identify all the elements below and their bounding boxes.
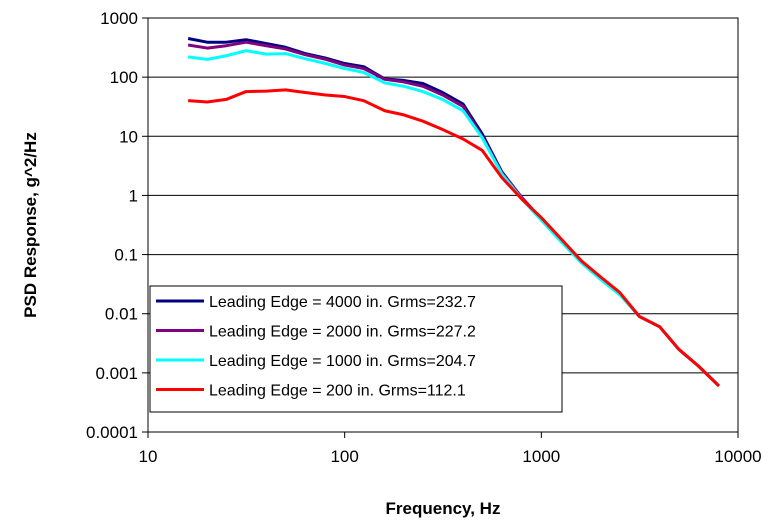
x-axis-title: Frequency, Hz: [386, 499, 501, 518]
y-tick-label: 0.0001: [86, 423, 138, 442]
y-tick-label: 0.1: [114, 246, 138, 265]
series-lines: [187, 37, 720, 388]
y-tick-label: 0.001: [95, 364, 138, 383]
axes: 0.0001 0.001 0.01 0.1 1 10 100 1000 10 100 1000 100…: [86, 9, 762, 466]
y-tick-label: 100: [110, 68, 138, 87]
x-tick-label: 10: [139, 447, 158, 466]
plot-area-frame: [147, 17, 739, 433]
y-tick-label: 10: [119, 127, 138, 146]
legend-box: [149, 285, 563, 413]
legend-label: Leading Edge = 2000 in. Grms=227.2: [209, 324, 476, 341]
x-tick-label: 10000: [714, 447, 761, 466]
y-tick-label: 1: [129, 186, 138, 205]
x-tick-label: 1000: [522, 447, 560, 466]
legend-label: Leading Edge = 4000 in. Grms=232.7: [209, 294, 476, 311]
legend: Leading Edge = 4000 in. Grms=232.7 Leadin…: [149, 285, 563, 413]
y-tick-label: 1000: [100, 9, 138, 28]
x-tick-label: 100: [330, 447, 358, 466]
y-tick-label: 0.01: [105, 305, 138, 324]
series-line-4: [188, 88, 720, 388]
y-axis-title: PSD Response, g^2/Hz: [21, 132, 40, 318]
legend-label: Leading Edge = 200 in. Grms=112.1: [209, 383, 466, 400]
legend-label: Leading Edge = 1000 in. Grms=204.7: [209, 353, 476, 370]
